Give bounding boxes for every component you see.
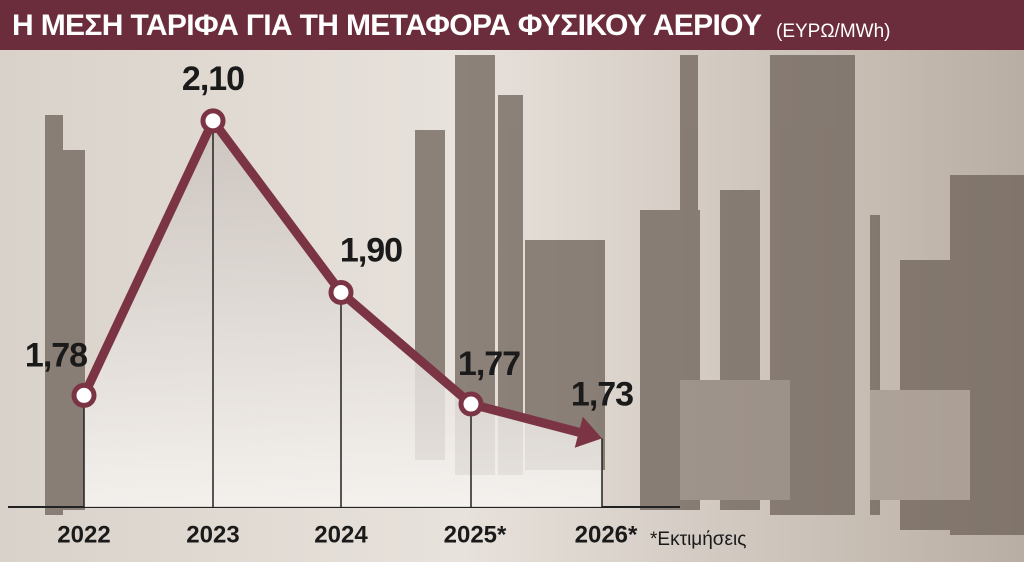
value-label: 1,78: [25, 336, 87, 374]
arrow-head: [574, 416, 602, 448]
x-tick-label: 2023: [186, 521, 239, 548]
value-label: 1,90: [340, 231, 402, 269]
value-label: 1,77: [458, 345, 520, 383]
point: [328, 279, 354, 305]
point: [200, 108, 226, 134]
value-label: 2,10: [182, 60, 244, 98]
x-tick-label: 2026*: [575, 521, 638, 548]
point: [458, 391, 484, 417]
x-tick-label: 2024: [314, 521, 368, 548]
value-label: 1,73: [571, 375, 633, 413]
annotation: *Εκτιμήσεις: [650, 529, 746, 550]
point: [71, 382, 97, 408]
x-tick-label: 2022: [57, 521, 110, 548]
x-tick-label: 2025*: [444, 521, 507, 548]
chart-subtitle: (ΕΥΡΩ/MWh): [776, 21, 890, 42]
title-bar: [0, 0, 1024, 50]
chart-title: Η ΜΕΣΗ ΤΑΡΙΦΑ ΓΙΑ ΤΗ ΜΕΤΑΦΟΡΑ ΦΥΣΙΚΟΥ ΑΕ…: [12, 9, 762, 42]
